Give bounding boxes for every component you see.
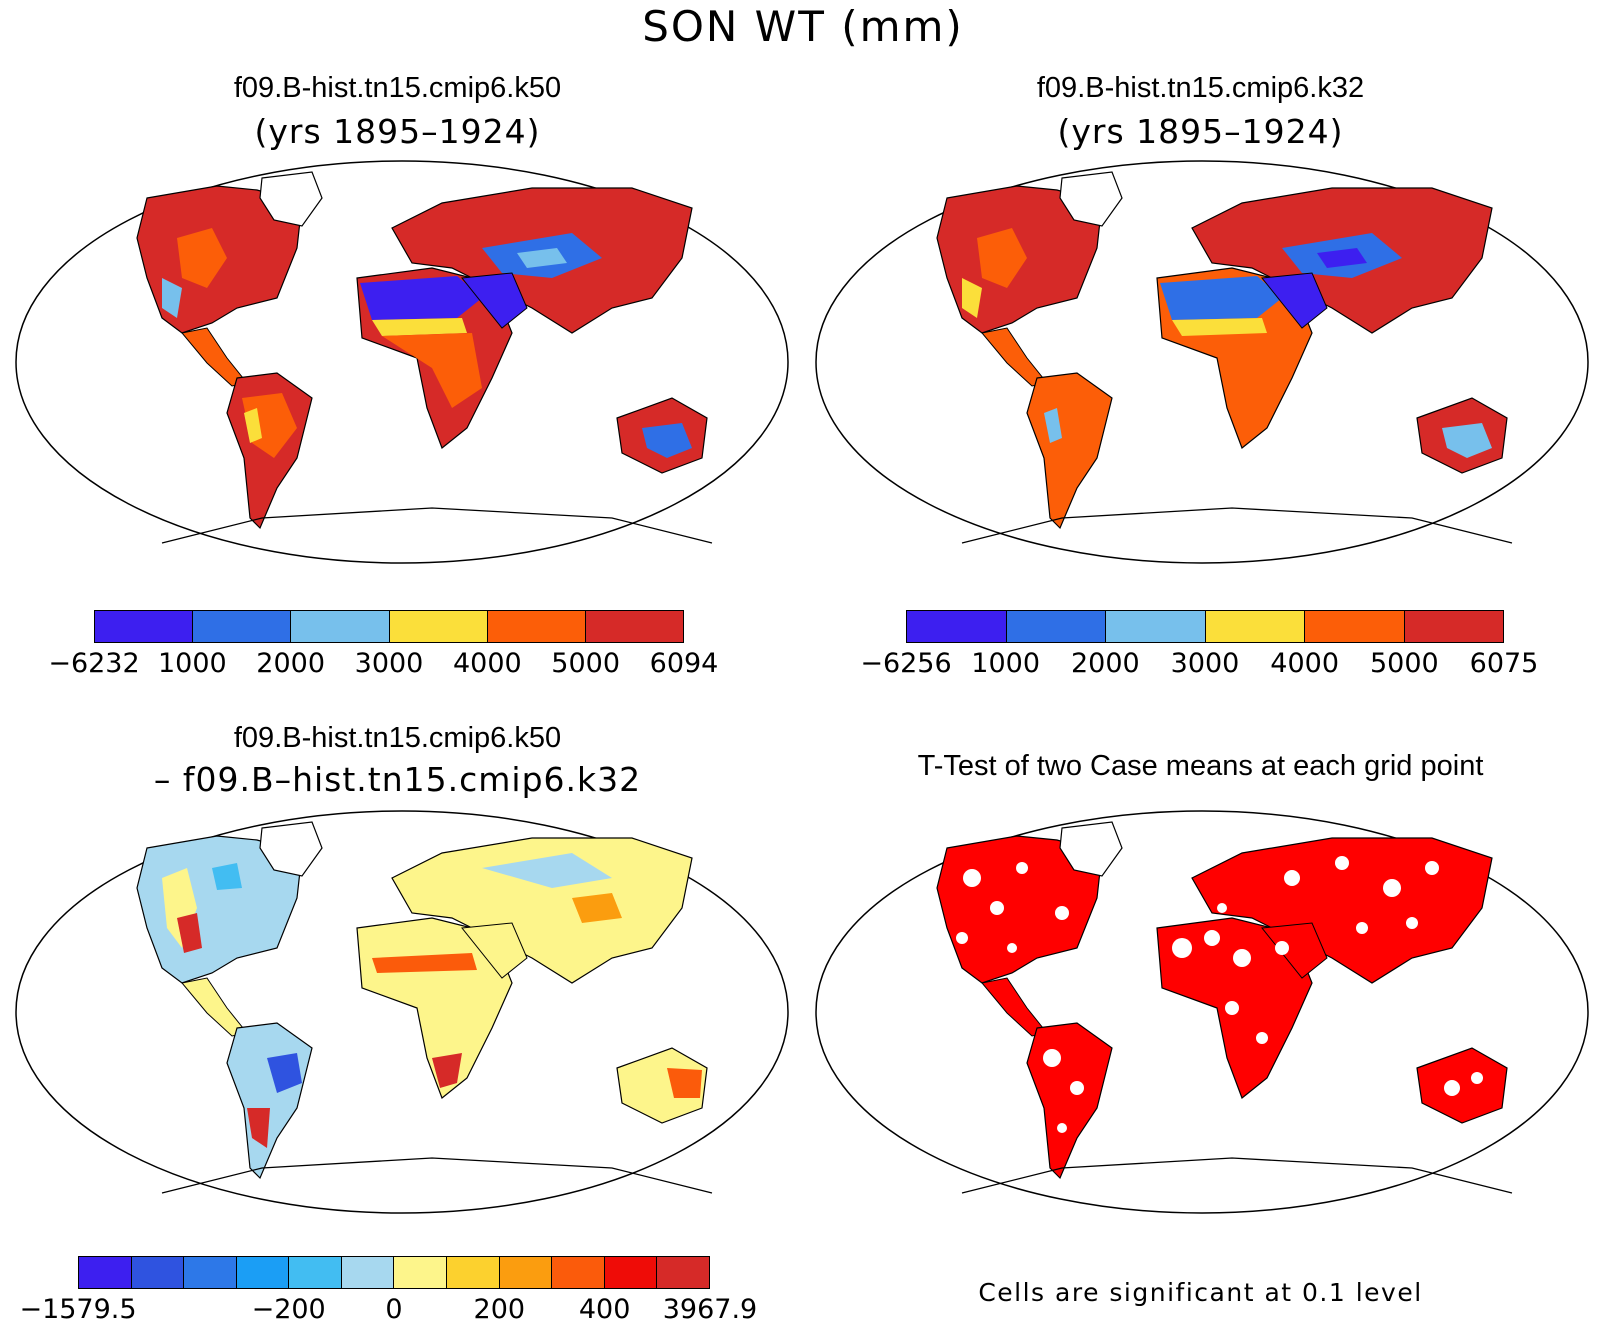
ttest-title: T-Test of two Case means at each grid po… bbox=[917, 750, 1484, 782]
diff-title-line1: f09.B-hist.tn15.cmip6.k50 bbox=[233, 722, 562, 754]
case1-colorbar-swatch bbox=[291, 611, 390, 642]
diff-title-line2: – f09.B–hist.tn15.cmip6.k32 bbox=[153, 760, 642, 799]
case2-colorbar-swatch bbox=[907, 611, 1007, 642]
antarctica bbox=[161, 507, 713, 544]
case1-colorbar-tick-label: 2000 bbox=[256, 648, 326, 679]
case2-colorbar-tick-label: 4000 bbox=[1270, 648, 1340, 679]
diff-colorbar-swatch bbox=[447, 1257, 500, 1288]
case1-colorbar-ticks: −6232 1000 2000 3000 4000 5000 6094 bbox=[48, 648, 718, 682]
case2-colorbar-tick-label: 6075 bbox=[1469, 648, 1539, 679]
case2-colorbar bbox=[906, 610, 1504, 643]
diff-colorbar-tick-label: 200 bbox=[473, 1294, 526, 1325]
diff-colorbar-swatch bbox=[604, 1257, 658, 1288]
case1-colorbar-swatch bbox=[389, 611, 488, 642]
diff-map bbox=[15, 810, 789, 1214]
diff-colorbar-ticks: −1579.5 −200 0 200 400 3967.9 bbox=[19, 1294, 757, 1328]
case1-colorbar-swatch bbox=[585, 611, 684, 642]
case2-colorbar-tick-label: 2000 bbox=[1070, 648, 1140, 679]
case2-colorbar-ticks: −6256 1000 2000 3000 4000 5000 6075 bbox=[860, 648, 1538, 682]
case1-colorbar-swatch bbox=[193, 611, 292, 642]
case2-colorbar-swatch bbox=[1404, 611, 1503, 642]
case2-colorbar-swatch bbox=[1106, 611, 1206, 642]
case2-colorbar-tick-label: 5000 bbox=[1369, 648, 1439, 679]
diff-colorbar-swatch bbox=[289, 1257, 342, 1288]
main-title: SON WT (mm) bbox=[642, 2, 964, 51]
diff-colorbar-swatch bbox=[341, 1257, 395, 1288]
diff-colorbar-tick-label: 400 bbox=[578, 1294, 631, 1325]
case1-colorbar-tick-label: 4000 bbox=[452, 648, 522, 679]
case2-colorbar-swatch bbox=[1006, 611, 1106, 642]
diff-colorbar-swatch bbox=[79, 1257, 132, 1288]
case1-colorbar-swatch bbox=[95, 611, 194, 642]
case2-colorbar-swatch bbox=[1205, 611, 1305, 642]
diff-colorbar-swatch bbox=[131, 1257, 185, 1288]
case2-map bbox=[815, 160, 1589, 564]
diff-colorbar-tick-label: 0 bbox=[385, 1294, 403, 1325]
case1-map bbox=[15, 160, 789, 564]
case2-colorbar-tick-label: −6256 bbox=[860, 648, 952, 679]
case1-colorbar-swatch bbox=[487, 611, 586, 642]
arabia bbox=[461, 272, 528, 329]
case2-colorbar-swatch bbox=[1305, 611, 1405, 642]
diff-colorbar-tick-label: −1579.5 bbox=[19, 1294, 137, 1325]
case1-colorbar-tick-label: −6232 bbox=[48, 648, 140, 679]
diff-colorbar-swatch bbox=[236, 1257, 290, 1288]
case2-colorbar-tick-label: 3000 bbox=[1170, 648, 1240, 679]
diff-colorbar-swatch bbox=[552, 1257, 605, 1288]
greenland bbox=[259, 171, 323, 227]
case2-colorbar-tick-label: 1000 bbox=[971, 648, 1041, 679]
ttest-note: Cells are significant at 0.1 level bbox=[978, 1278, 1423, 1307]
diff-colorbar-swatch bbox=[657, 1257, 709, 1288]
case1-years: (yrs 1895–1924) bbox=[254, 112, 541, 151]
diff-colorbar-swatch bbox=[499, 1257, 553, 1288]
case2-years: (yrs 1895–1924) bbox=[1057, 112, 1344, 151]
case1-colorbar-tick-label: 6094 bbox=[649, 648, 719, 679]
ttest-map bbox=[815, 810, 1589, 1214]
diff-colorbar bbox=[78, 1256, 710, 1289]
diff-colorbar-tick-label: 3967.9 bbox=[662, 1294, 758, 1325]
diff-colorbar-tick-label: −200 bbox=[251, 1294, 326, 1325]
non-significant-cells bbox=[956, 856, 1483, 1133]
case1-title: f09.B-hist.tn15.cmip6.k50 bbox=[233, 72, 562, 104]
case1-colorbar bbox=[94, 610, 684, 643]
case2-title: f09.B-hist.tn15.cmip6.k32 bbox=[1036, 72, 1365, 104]
diff-colorbar-swatch bbox=[394, 1257, 448, 1288]
case1-colorbar-tick-label: 1000 bbox=[157, 648, 227, 679]
case1-colorbar-tick-label: 3000 bbox=[354, 648, 424, 679]
diff-colorbar-swatch bbox=[184, 1257, 237, 1288]
case1-colorbar-tick-label: 5000 bbox=[551, 648, 621, 679]
